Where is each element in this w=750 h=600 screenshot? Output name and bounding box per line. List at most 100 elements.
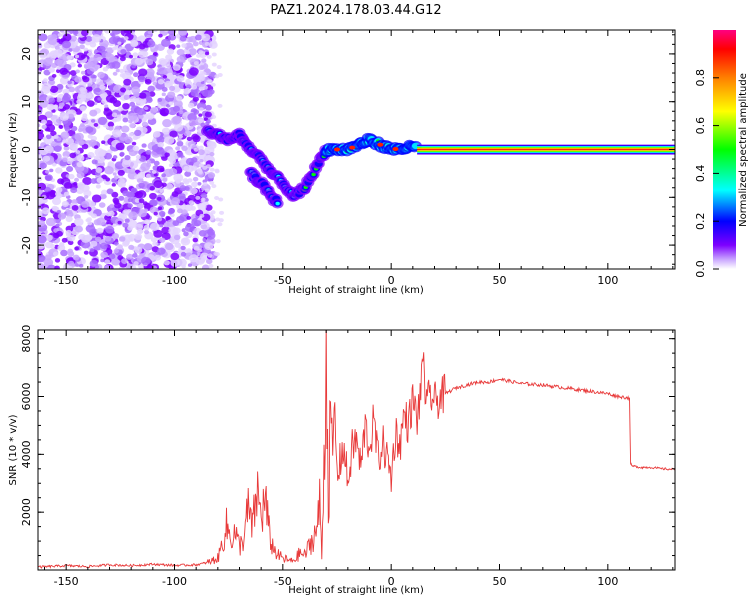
spectrogram-noise-blob xyxy=(90,240,98,247)
spectrogram-noise-blob xyxy=(153,229,163,238)
spectrogram-noise-blob xyxy=(137,113,144,120)
spectrogram-noise-blob xyxy=(82,113,88,118)
spectrogram-noise-blob xyxy=(165,54,173,61)
spectrogram-noise-blob xyxy=(38,210,43,217)
spectrogram-noise-blob xyxy=(128,244,135,250)
spectrogram-noise-blob xyxy=(100,242,108,250)
spectrogram-noise-blob xyxy=(104,235,112,242)
spectrogram-noise-blob xyxy=(105,94,116,103)
snr-y-tick-label: 2000 xyxy=(20,498,33,526)
spectrogram-noise-blob xyxy=(112,118,118,123)
spectrogram-noise-blob xyxy=(130,105,141,114)
spectrogram-tone-band xyxy=(417,149,675,151)
spectrogram-noise-blob xyxy=(53,145,62,153)
spectrogram-noise-blob xyxy=(55,191,62,197)
spectrogram-noise-blob xyxy=(88,49,93,53)
spectrogram-noise-blob xyxy=(209,152,215,157)
spectrogram-noise-blob xyxy=(99,84,106,90)
spectrogram-noise-blob xyxy=(68,173,75,180)
spectrogram-noise-blob xyxy=(174,66,179,70)
spectrogram-noise-blob xyxy=(159,237,166,243)
spectrogram-noise-blob xyxy=(147,40,156,48)
spectrogram-noise-blob xyxy=(208,263,214,268)
spectrogram-noise-blob xyxy=(72,254,80,261)
spectrogram-noise-blob xyxy=(207,229,215,236)
spectrogram-noise-blob xyxy=(103,108,113,117)
spectrogram-y-tick-label: -20 xyxy=(20,236,33,254)
spectrogram-noise-blob xyxy=(144,78,152,85)
spectrogram-noise-blob xyxy=(113,248,119,254)
spectrogram-noise-blob xyxy=(199,86,205,91)
spectrogram-x-tick-label: -100 xyxy=(162,274,187,287)
spectrogram-noise-blob xyxy=(79,263,84,268)
spectrogram-noise-blob xyxy=(107,161,115,167)
spectrogram-noise-blob xyxy=(127,191,135,198)
spectrogram-noise-blob xyxy=(119,151,125,157)
spectrogram-noise-blob xyxy=(181,43,187,48)
spectrogram-noise-blob xyxy=(180,251,187,257)
spectrogram-noise-blob xyxy=(87,57,98,66)
spectrogram-noise-blob xyxy=(96,177,104,184)
spectrogram-noise-blob xyxy=(81,235,91,243)
spectrogram-noise-blob xyxy=(105,47,114,54)
spectrogram-noise-blob xyxy=(199,138,205,143)
spectrogram-noise-blob xyxy=(68,260,75,267)
spectrogram-noise-blob xyxy=(104,152,112,160)
spectrogram-noise-blob xyxy=(151,246,159,253)
spectrogram-noise-blob xyxy=(112,71,118,76)
spectrogram-noise-blob xyxy=(65,137,75,146)
spectrogram-noise-blob xyxy=(137,172,146,179)
spectrogram-noise-blob xyxy=(119,68,125,74)
spectrogram-noise-blob xyxy=(117,41,122,45)
spectrogram-noise-blob xyxy=(149,192,157,200)
spectrogram-noise-blob xyxy=(169,85,176,92)
spectrogram-noise-blob xyxy=(193,147,199,152)
spectrogram-noise-blob xyxy=(217,222,223,227)
spectrogram-noise-blob xyxy=(171,116,182,125)
spectrogram-noise-blob xyxy=(42,155,51,162)
spectrogram-noise-blob xyxy=(73,181,78,186)
spectrogram-noise-blob xyxy=(173,234,181,241)
spectrogram-noise-blob xyxy=(55,69,61,74)
spectrogram-noise-blob xyxy=(143,243,152,250)
colorbar-axis: 0.0 0.2 0.4 0.6 0.8 xyxy=(694,69,719,278)
spectrogram-hot-spot xyxy=(334,147,340,152)
spectrogram-noise-blob xyxy=(89,41,97,48)
spectrogram-noise-blob xyxy=(150,141,156,146)
spectrogram-noise-blob xyxy=(163,260,170,266)
spectrogram-noise-blob xyxy=(83,63,91,69)
spectrogram-noise-blob xyxy=(140,162,151,171)
spectrogram-noise-blob xyxy=(198,145,204,151)
spectrogram-noise-blob xyxy=(153,173,158,177)
snr-y-tick-label: 8000 xyxy=(20,325,33,353)
spectrogram-y-tick-label: 20 xyxy=(20,47,33,61)
spectrogram-noise-blob xyxy=(79,140,84,144)
spectrogram-noise-blob xyxy=(138,68,148,77)
spectrogram-noise-blob xyxy=(67,251,75,257)
spectrogram-noise-blob xyxy=(209,180,215,185)
spectrogram-noise-blob xyxy=(117,178,126,185)
spectrogram-noise-blob xyxy=(68,48,73,52)
spectrogram-noise-blob xyxy=(49,79,56,85)
spectrogram-noise-blob xyxy=(141,121,149,128)
spectrogram-noise-blob xyxy=(57,212,67,220)
spectrogram-noise-blob xyxy=(88,139,97,147)
spectrogram-noise-blob xyxy=(109,203,115,209)
spectrogram-noise-blob xyxy=(153,30,158,33)
spectrogram-noise-blob xyxy=(128,112,138,121)
spectrogram-noise-blob xyxy=(139,92,147,99)
spectrogram-noise-blob xyxy=(95,236,102,242)
spectrogram-noise-blob xyxy=(184,171,192,177)
spectrogram-noise-blob xyxy=(54,265,60,269)
spectrogram-noise-blob xyxy=(74,177,79,182)
spectrogram-noise-blob xyxy=(152,241,158,247)
spectrogram-noise-blob xyxy=(195,195,201,200)
spectrogram-noise-blob xyxy=(94,145,99,149)
spectrogram-noise-blob xyxy=(146,160,152,164)
spectrogram-noise-blob xyxy=(161,127,171,135)
spectrogram-noise-blob xyxy=(59,67,69,76)
spectrogram-noise-blob xyxy=(60,249,68,257)
spectrogram-noise-blob xyxy=(122,117,129,123)
spectrogram-noise-blob xyxy=(69,152,77,159)
spectrogram-noise-blob xyxy=(38,131,45,141)
